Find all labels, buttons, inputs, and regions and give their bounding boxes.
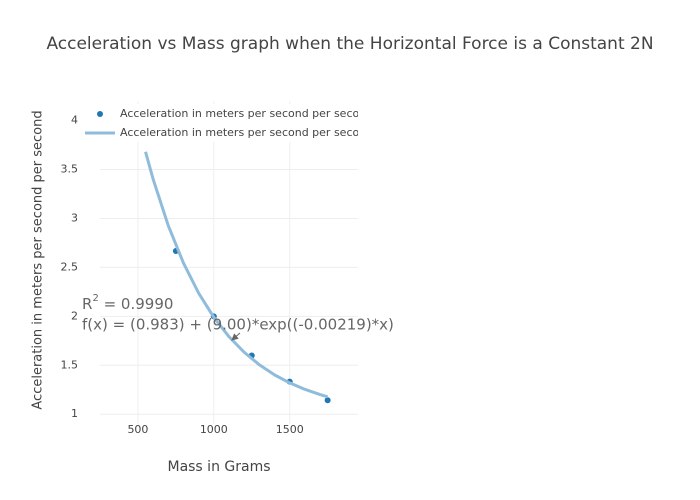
y-tick-label: 1: [71, 407, 78, 420]
legend: Acceleration in meters per second per se…: [80, 104, 373, 142]
y-tick-label: 4: [71, 114, 78, 127]
legend-background: [80, 104, 358, 142]
y-axis-title: Acceleration in meters per second per se…: [31, 110, 46, 409]
x-tick-label: 1500: [276, 423, 304, 436]
fit-formula: f(x) = (0.983) + (9.00)*exp((-0.00219)*x…: [82, 316, 394, 334]
r-squared: R2 = 0.9990: [82, 293, 173, 313]
x-tick-label: 1000: [200, 423, 228, 436]
chart-title: Acceleration vs Mass graph when the Hori…: [46, 34, 653, 54]
y-tick-label: 2.5: [61, 260, 79, 273]
grid: 500 1000 1500 1 1.5 2 2.5 3 3.5 4: [61, 101, 358, 436]
x-tick-label: 500: [127, 423, 148, 436]
annotation: R2 = 0.9990 f(x) = (0.983) + (9.00)*exp((…: [82, 293, 394, 341]
r-power: 2: [92, 293, 98, 304]
legend-symbol: [97, 111, 103, 117]
y-tick-label: 3.5: [61, 163, 79, 176]
r-text: = 0.9990: [99, 295, 174, 313]
annotation-arrow: [231, 332, 241, 341]
x-axis-title: Mass in Grams: [167, 459, 270, 475]
fit-line: [144, 151, 329, 399]
y-tick-label: 3: [71, 211, 78, 224]
legend-label: Acceleration in meters per second per se…: [120, 126, 373, 139]
legend-label: Acceleration in meters per second per se…: [120, 107, 373, 120]
data-point: [324, 397, 331, 404]
r-label: R: [82, 295, 92, 313]
y-tick-label: 2: [71, 309, 78, 322]
plot: [144, 151, 331, 404]
y-tick-label: 1.5: [61, 358, 79, 371]
